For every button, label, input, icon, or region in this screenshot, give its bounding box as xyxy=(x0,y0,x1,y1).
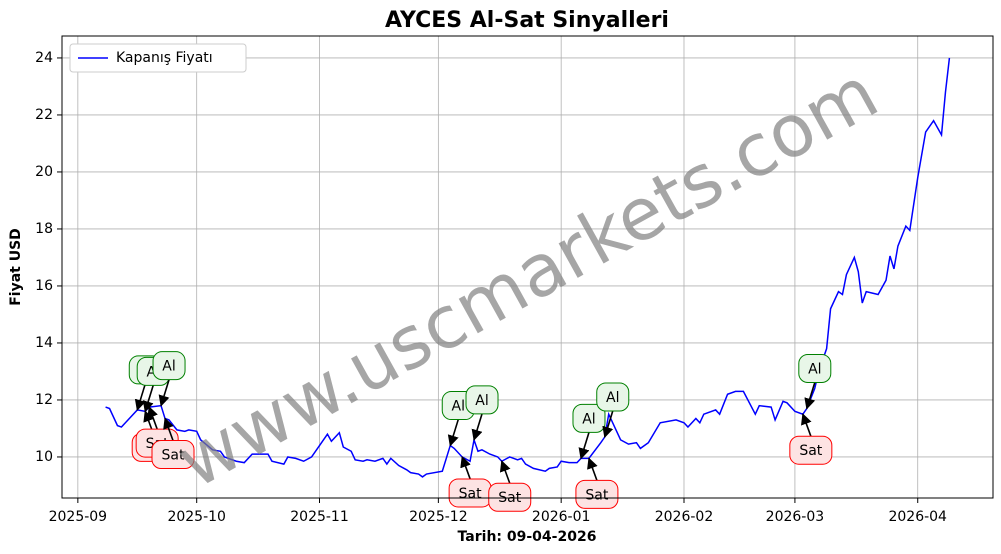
signal-arrow xyxy=(602,410,614,439)
y-tick-label: 24 xyxy=(35,50,53,66)
signal-box xyxy=(572,403,606,433)
signal-label: Al xyxy=(452,399,465,415)
signal-box xyxy=(596,382,630,412)
signal-label: Sat xyxy=(799,443,822,459)
chart-title: AYCES Al-Sat Sinyalleri xyxy=(385,8,669,33)
legend-box xyxy=(69,43,247,73)
x-axis-label: Tarih: 09-04-2026 xyxy=(458,529,597,545)
x-tick-label: 2025-12 xyxy=(409,509,468,525)
signal-arrow xyxy=(801,413,812,437)
y-tick-label: 16 xyxy=(35,278,53,294)
signal: Al xyxy=(798,354,832,410)
signal-box xyxy=(151,439,195,469)
signal-arrow xyxy=(578,432,590,460)
signal-label: Al xyxy=(162,359,175,375)
signal-arrow xyxy=(447,419,460,447)
signal-box xyxy=(152,351,186,381)
signal-label: Al xyxy=(475,393,488,409)
signal-label: Al xyxy=(606,390,619,406)
signal: Sat xyxy=(575,457,619,509)
signal-box xyxy=(488,482,532,512)
price-line xyxy=(105,57,951,478)
signal-label: Sat xyxy=(162,447,185,463)
signal-box xyxy=(465,385,499,415)
signal-arrow xyxy=(134,383,147,412)
x-tick-label: 2025-09 xyxy=(49,509,108,525)
signal-arrow xyxy=(471,413,483,441)
signal: Al xyxy=(465,385,499,441)
signal: Sat xyxy=(151,417,195,469)
x-tick-label: 2026-01 xyxy=(532,509,591,525)
signal-arrow xyxy=(460,455,471,480)
plot-frame xyxy=(61,35,994,499)
x-tick-label: 2026-02 xyxy=(655,509,714,525)
signal-arrow xyxy=(804,382,816,410)
x-tick-label: 2025-11 xyxy=(290,509,349,525)
signal: Al xyxy=(572,403,606,460)
signal-arrow xyxy=(587,457,598,481)
y-tick-label: 20 xyxy=(35,164,53,180)
y-tick-label: 12 xyxy=(35,392,53,408)
signal-arrow xyxy=(499,460,511,484)
signal-box xyxy=(575,479,619,509)
y-axis-label: Fiyat USD xyxy=(8,228,24,306)
signal-arrow xyxy=(158,379,170,407)
signal-label: Al xyxy=(582,411,595,427)
x-tick-label: 2026-04 xyxy=(888,509,947,525)
signal-label: Sat xyxy=(459,486,482,502)
y-tick-label: 10 xyxy=(35,449,53,465)
signal-arrow xyxy=(163,417,174,441)
signal-label: Al xyxy=(808,362,821,378)
signal-arrow xyxy=(147,406,158,430)
y-tick-label: 18 xyxy=(35,221,53,237)
signal-arrow xyxy=(142,385,154,413)
x-tick-label: 2025-10 xyxy=(167,509,226,525)
signal: Al xyxy=(596,382,630,439)
y-tick-label: 14 xyxy=(35,335,53,351)
signal-label: Sat xyxy=(585,487,608,503)
signal: Sat xyxy=(789,413,833,465)
y-tick-label: 22 xyxy=(35,107,53,123)
x-tick-label: 2026-03 xyxy=(766,509,825,525)
legend-label: Kapanış Fiyatı xyxy=(116,50,213,66)
signal-box xyxy=(789,435,833,465)
signal: Al xyxy=(152,351,186,407)
signal-box xyxy=(798,354,832,384)
